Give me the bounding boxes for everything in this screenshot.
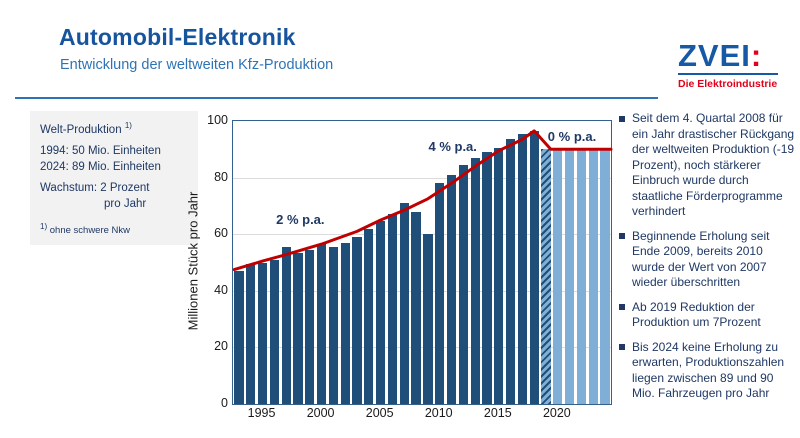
zvei-colon: : — [750, 38, 763, 73]
zvei-tagline: Die Elektroindustrie — [678, 78, 778, 90]
bar-2020 — [553, 149, 563, 404]
y-axis-ticks: 0 20 40 60 80 100 — [198, 113, 228, 410]
bullet-item: Ab 2019 Reduktion der Produktion um 7Pro… — [619, 300, 798, 331]
bar-2023 — [588, 149, 598, 404]
bar-2017 — [517, 133, 527, 404]
trend-annotation: 4 % p.a. — [428, 138, 477, 154]
zvei-logo: ZVEI: Die Elektroindustrie — [678, 40, 778, 90]
infobox-heading: Welt-Produktion 1) — [40, 121, 192, 136]
bar-1997 — [281, 246, 291, 404]
infobox-growth-line1: Wachstum: 2 Prozent — [40, 181, 150, 194]
y-tick-0: 0 — [221, 396, 228, 410]
y-tick-40: 40 — [214, 282, 228, 297]
trend-annotation: 2 % p.a. — [276, 212, 325, 228]
bullet-square-icon — [619, 233, 625, 239]
y-tick-20: 20 — [214, 339, 228, 354]
x-tick-2000: 2000 — [306, 406, 335, 420]
bullet-text: Beginnende Erholung seit Ende 2009, bere… — [632, 228, 770, 290]
header-divider — [15, 97, 658, 99]
x-tick-2005: 2005 — [365, 406, 394, 420]
y-tick-80: 80 — [214, 169, 228, 184]
bar-2022 — [576, 149, 587, 404]
bullet-text: Ab 2019 Reduktion der Produktion um 7Pro… — [632, 299, 761, 330]
trend-annotation: 0 % p.a. — [547, 128, 597, 144]
bullet-item: Seit dem 4. Quartal 2008 für ein Jahr dr… — [619, 111, 798, 220]
infobox-line-1994: 1994: 50 Mio. Einheiten — [40, 144, 161, 157]
zvei-rule — [678, 73, 778, 75]
gridline-60 — [233, 234, 611, 236]
bar-2011 — [446, 174, 457, 404]
bullet-square-icon — [619, 304, 625, 310]
bullet-text: Bis 2024 keine Erholung zu erwarten, Pro… — [632, 339, 785, 401]
y-tick-100: 100 — [207, 113, 228, 127]
infobox-footnote: 1) ohne schwere Nkw — [40, 222, 192, 236]
bar-2018 — [529, 130, 539, 404]
infobox-heading-text: Welt-Produktion — [40, 123, 122, 136]
infobox-heading-sup: 1) — [124, 121, 132, 130]
infobox-footnote-sup: 1) — [40, 221, 48, 231]
bar-2003 — [352, 237, 362, 404]
bullet-list: Seit dem 4. Quartal 2008 für ein Jahr dr… — [619, 111, 798, 411]
page-title: Automobil-Elektronik — [59, 24, 296, 50]
bullet-item: Bis 2024 keine Erholung zu erwarten, Pro… — [619, 340, 798, 402]
page-subtitle: Entwicklung der weltweiten Kfz-Produktio… — [60, 57, 334, 73]
gridline-20 — [233, 347, 611, 349]
zvei-wordmark: ZVEI: — [678, 40, 778, 71]
bar-1994 — [246, 263, 256, 404]
bar-2012 — [458, 164, 468, 404]
bar-2009 — [423, 234, 433, 404]
bar-2008 — [411, 211, 421, 404]
bar-1999 — [305, 249, 315, 404]
bullet-square-icon — [619, 115, 625, 122]
x-tick-2015: 2015 — [483, 406, 512, 420]
bar-2021 — [565, 149, 575, 404]
bar-1996 — [269, 259, 279, 404]
infobox-footnote-text: ohne schwere Nkw — [49, 224, 131, 236]
y-tick-60: 60 — [214, 226, 228, 241]
bar-2013 — [470, 157, 480, 404]
gridline-80 — [233, 177, 611, 179]
x-tick-2010: 2010 — [424, 406, 453, 420]
production-bar-chart: 2 % p.a. 4 % p.a. 0 % p.a. — [232, 120, 613, 405]
world-production-infobox: Welt-Produktion 1) 1994: 50 Mio. Einheit… — [30, 111, 198, 245]
bar-1995 — [257, 262, 268, 404]
bar-2010 — [435, 183, 445, 404]
trend-line — [232, 129, 613, 272]
bullet-square-icon — [619, 344, 625, 350]
bar-2005 — [376, 221, 386, 404]
infobox-line-2024: 2024: 89 Mio. Einheiten — [40, 160, 161, 173]
bar-2001 — [328, 246, 338, 404]
infobox-growth-line2: pro Jahr — [104, 197, 147, 210]
bullet-item: Beginnende Erholung seit Ende 2009, bere… — [619, 229, 798, 291]
x-tick-2020: 2020 — [542, 406, 571, 420]
x-tick-1995: 1995 — [247, 406, 276, 420]
bullet-text: Seit dem 4. Quartal 2008 für ein Jahr dr… — [632, 111, 795, 218]
bar-2015 — [494, 147, 504, 404]
bar-2007 — [399, 203, 409, 404]
bar-1998 — [293, 252, 303, 404]
bar-2024 — [600, 149, 610, 404]
bar-2000 — [316, 244, 327, 404]
bar-2019 — [541, 149, 551, 404]
bar-2014 — [482, 152, 492, 404]
zvei-wordmark-text: ZVEI — [678, 38, 751, 73]
bar-2002 — [340, 242, 350, 404]
x-axis-ticks: 1995 2000 2005 2010 2015 2020 — [232, 406, 610, 424]
gridline-40 — [233, 290, 611, 292]
bar-1993 — [234, 271, 244, 404]
bar-2004 — [364, 228, 374, 404]
bar-2006 — [387, 214, 398, 404]
bar-2016 — [505, 139, 516, 404]
